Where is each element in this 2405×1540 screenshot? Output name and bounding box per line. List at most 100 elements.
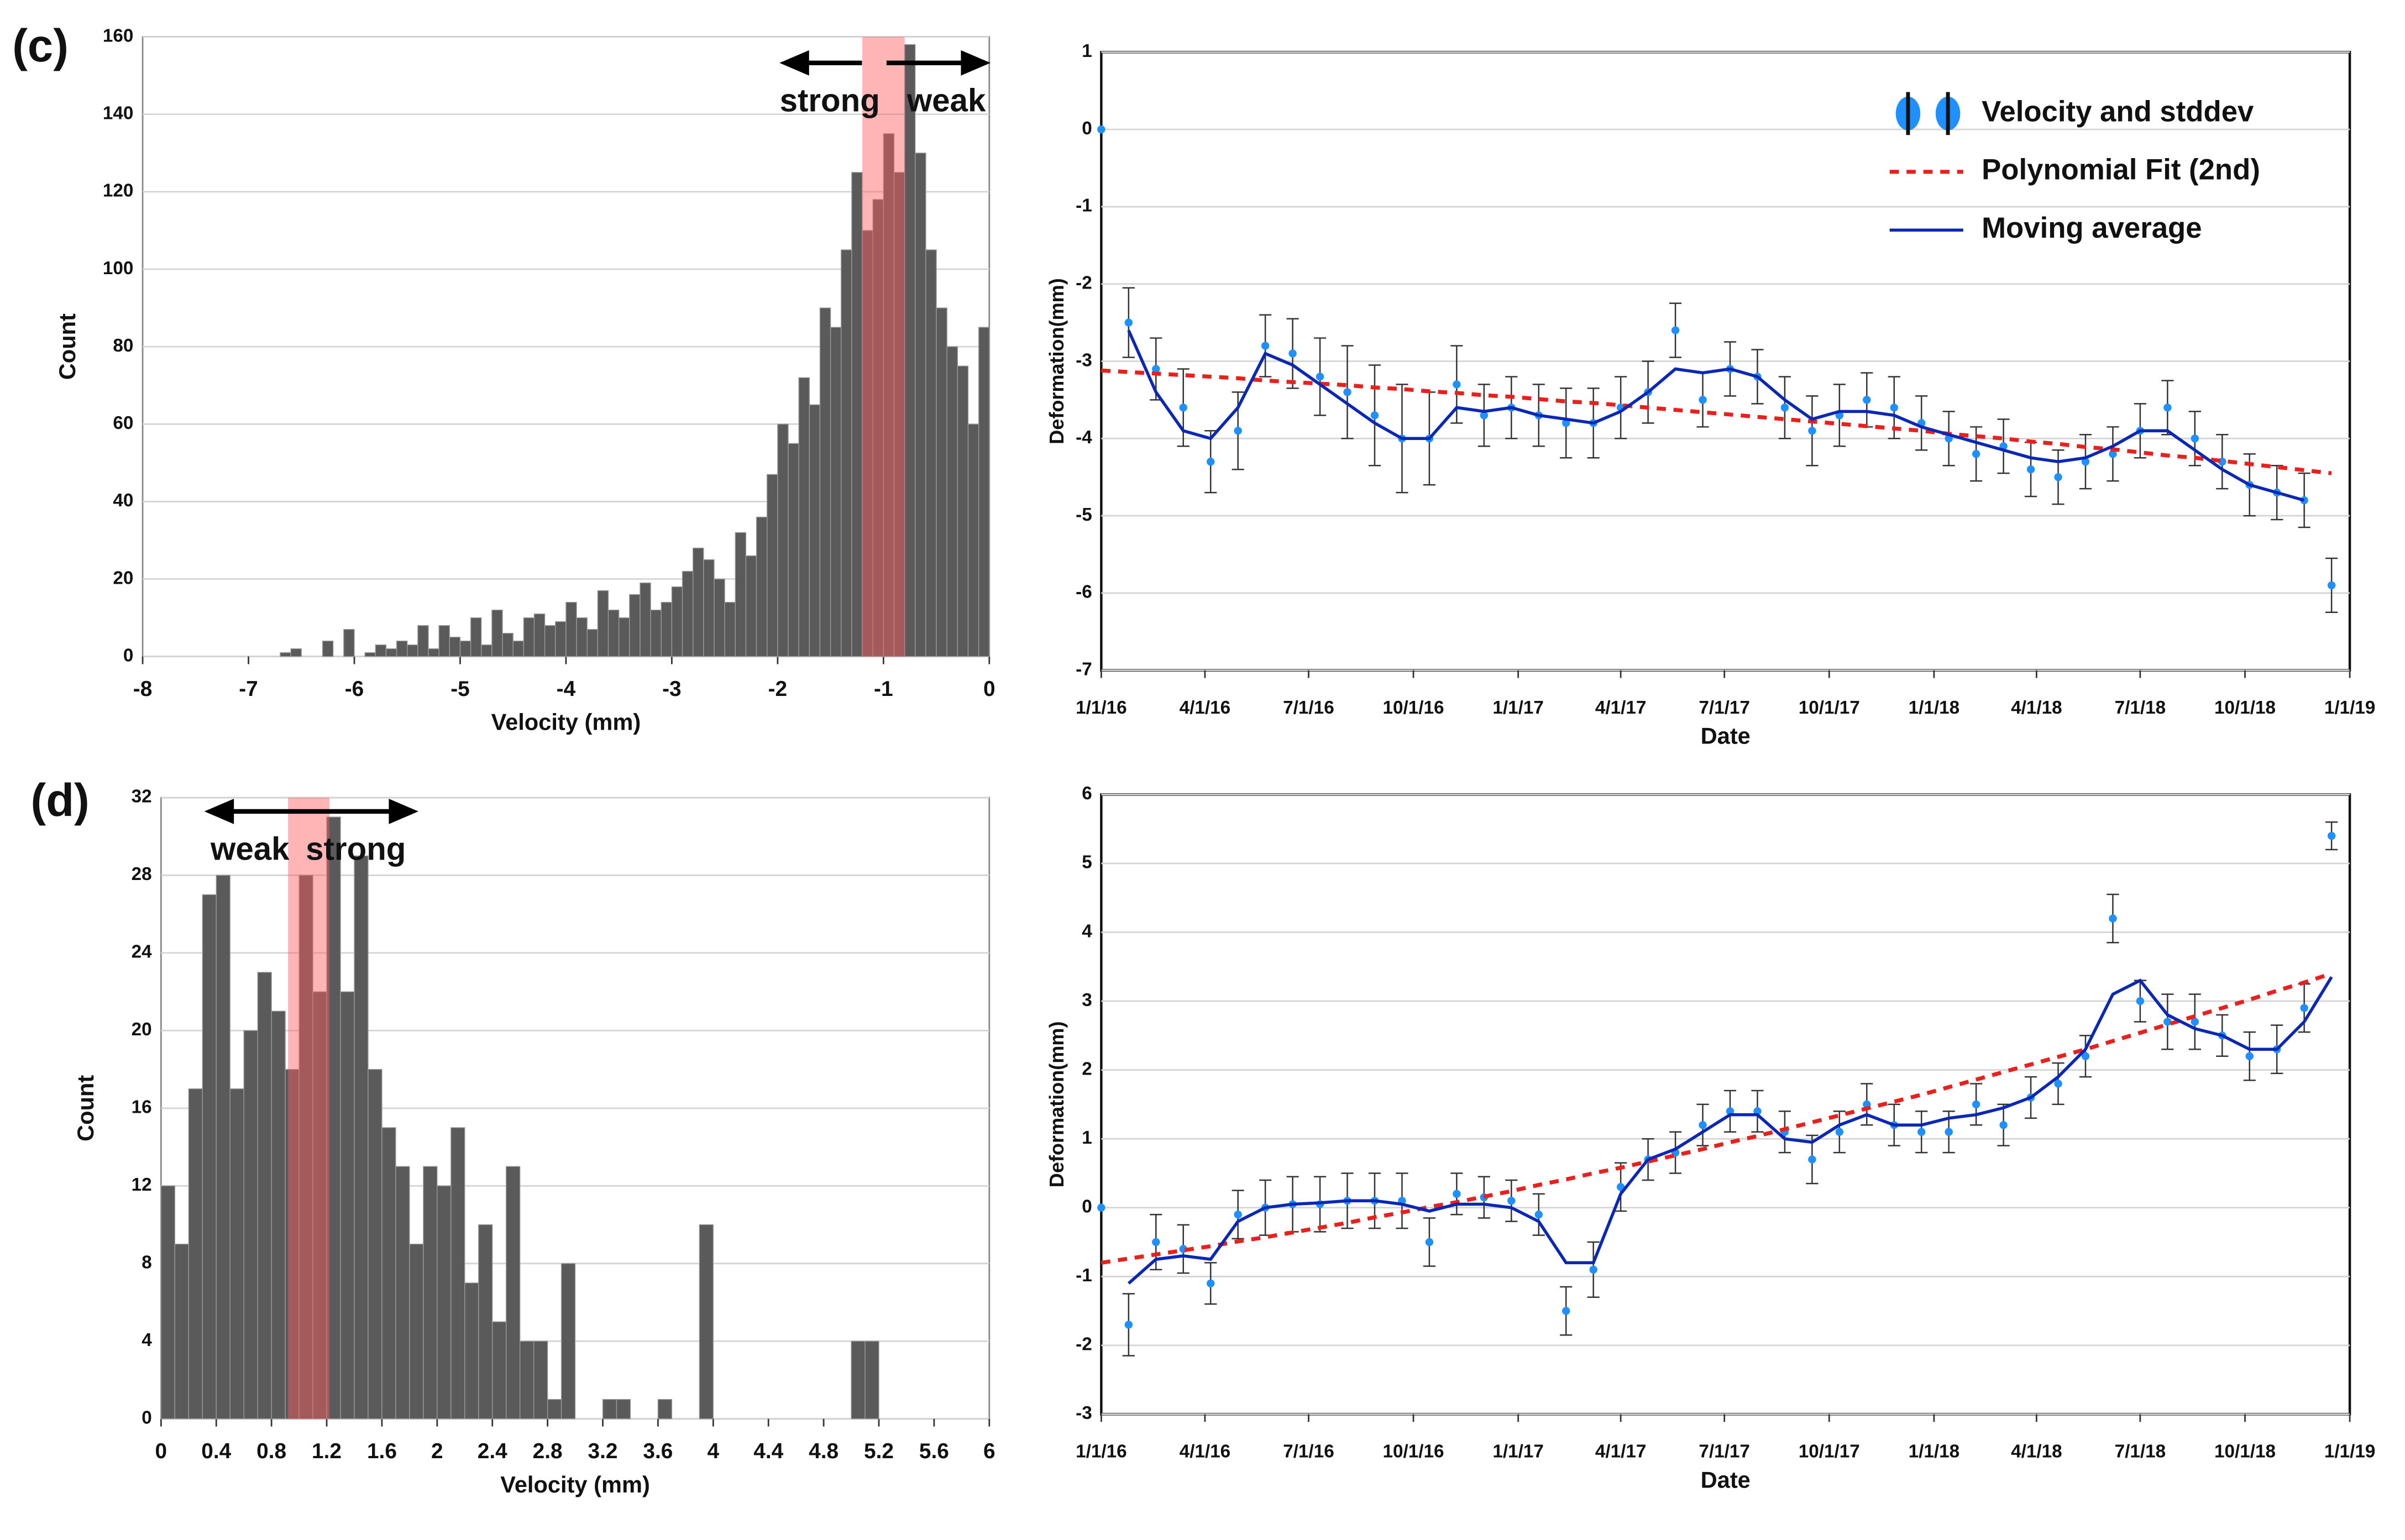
x-tick-label: 0.4 (201, 1439, 231, 1463)
bar (428, 648, 439, 657)
y-tick-label: 20 (113, 568, 133, 588)
x-tick-label: -6 (345, 677, 364, 701)
bar (682, 570, 694, 657)
bar (216, 874, 230, 1419)
bar (946, 346, 958, 657)
data-point (1234, 1211, 1242, 1219)
legend-label: Moving average (1982, 212, 2202, 244)
fit-line (1101, 368, 2332, 475)
data-point (1097, 1203, 1105, 1212)
data-point (2081, 1052, 2090, 1060)
bar (271, 1010, 286, 1419)
y-tick-label: 0 (1082, 118, 1092, 139)
y-tick-label: 24 (132, 942, 153, 962)
bar (423, 1166, 438, 1419)
x-tick-label: 4/1/18 (2011, 698, 2062, 718)
x-tick-label: 6 (983, 1439, 995, 1463)
bar (290, 648, 302, 657)
annotation-arrows (204, 50, 991, 824)
data-point (1124, 318, 1133, 327)
bar (788, 443, 799, 657)
bar (298, 874, 313, 1419)
x-tick-label: 1/1/18 (1909, 698, 1960, 718)
x-tick-label: 4/1/17 (1595, 698, 1647, 718)
data-point (2163, 1018, 2172, 1026)
data-point (1124, 1321, 1133, 1329)
bar (798, 377, 810, 657)
bar (257, 972, 272, 1419)
bar (437, 1185, 452, 1419)
x-tick-label: -8 (133, 677, 153, 701)
y-tick-label: 4 (1082, 921, 1092, 941)
bar (459, 640, 471, 657)
legend: Velocity and stddev Polynomial Fit (2nd) M… (1889, 92, 2260, 244)
bar (160, 1185, 176, 1419)
x-tick-label: 7/1/18 (2115, 698, 2166, 718)
arrow-head (389, 798, 419, 824)
bar (819, 307, 831, 657)
bar (560, 1263, 576, 1419)
data-point (1206, 1279, 1215, 1287)
bar (385, 648, 397, 657)
x-tick-label: 1/1/16 (1076, 1442, 1127, 1462)
data-point (1343, 388, 1351, 396)
y-tick-label: 1 (1082, 1128, 1092, 1148)
bar (417, 625, 429, 657)
x-tick-label: 10/1/16 (1383, 698, 1444, 718)
x-tick-label: 4 (708, 1439, 720, 1463)
x-tick-label: 4.4 (753, 1439, 783, 1463)
bars (160, 816, 879, 1419)
y-tick-label: 20 (132, 1019, 152, 1040)
x-axis-label: Velocity (mm) (491, 709, 641, 735)
y-tick-label: -7 (1076, 659, 1092, 679)
y-tick-label: 40 (113, 490, 133, 511)
y-tick-label: 8 (142, 1253, 152, 1273)
y-tick-label: 32 (132, 787, 152, 807)
bar (464, 1282, 479, 1419)
bar (967, 423, 979, 657)
data-point (2136, 997, 2145, 1005)
bar (618, 617, 630, 657)
bar (777, 423, 789, 657)
annotation: weak (210, 831, 290, 867)
average-line (1127, 976, 2333, 1285)
x-tick-label: 4/1/16 (1180, 698, 1231, 718)
arrow-head (961, 50, 991, 76)
bar (523, 617, 535, 657)
y-tick-label: -4 (1076, 427, 1092, 448)
data-point (1480, 411, 1489, 420)
x-tick-label: 10/1/18 (2214, 1442, 2276, 1462)
data-point (1453, 380, 1461, 389)
x-axis-label: Date (1701, 723, 1751, 749)
data-point (2109, 914, 2117, 923)
x-tick-label: 1/1/17 (1492, 698, 1544, 718)
data-point (1808, 1155, 1816, 1164)
bar (565, 601, 577, 657)
y-tick-label: 16 (132, 1097, 152, 1118)
x-tick-label: 0 (155, 1439, 167, 1463)
bars (280, 44, 990, 657)
x-tick-label: 10/1/17 (1799, 1442, 1860, 1462)
x-tick-label: 3.2 (588, 1439, 618, 1463)
bar (343, 628, 355, 657)
bar (354, 855, 369, 1419)
x-tick-label: 7/1/17 (1699, 1442, 1750, 1462)
y-tick-label: 0 (1082, 1197, 1092, 1217)
x-tick-label: -2 (768, 677, 788, 701)
x-tick-label: 7/1/18 (2115, 1442, 2166, 1462)
bar (851, 1340, 866, 1419)
y-tick-label: 6 (1082, 783, 1092, 804)
bar (409, 1244, 424, 1419)
bar (407, 644, 418, 657)
bar (767, 474, 778, 657)
x-tick-label: 0 (983, 677, 995, 701)
data-point (2300, 1004, 2308, 1012)
x-tick-label: 1/1/18 (1909, 1442, 1960, 1462)
y-axis-label: Count (72, 1075, 98, 1141)
data-point (2054, 473, 2062, 481)
bar (692, 547, 704, 657)
y-tick-label: 80 (113, 336, 133, 356)
data-point (1507, 1197, 1516, 1205)
data-point (1152, 365, 1160, 373)
